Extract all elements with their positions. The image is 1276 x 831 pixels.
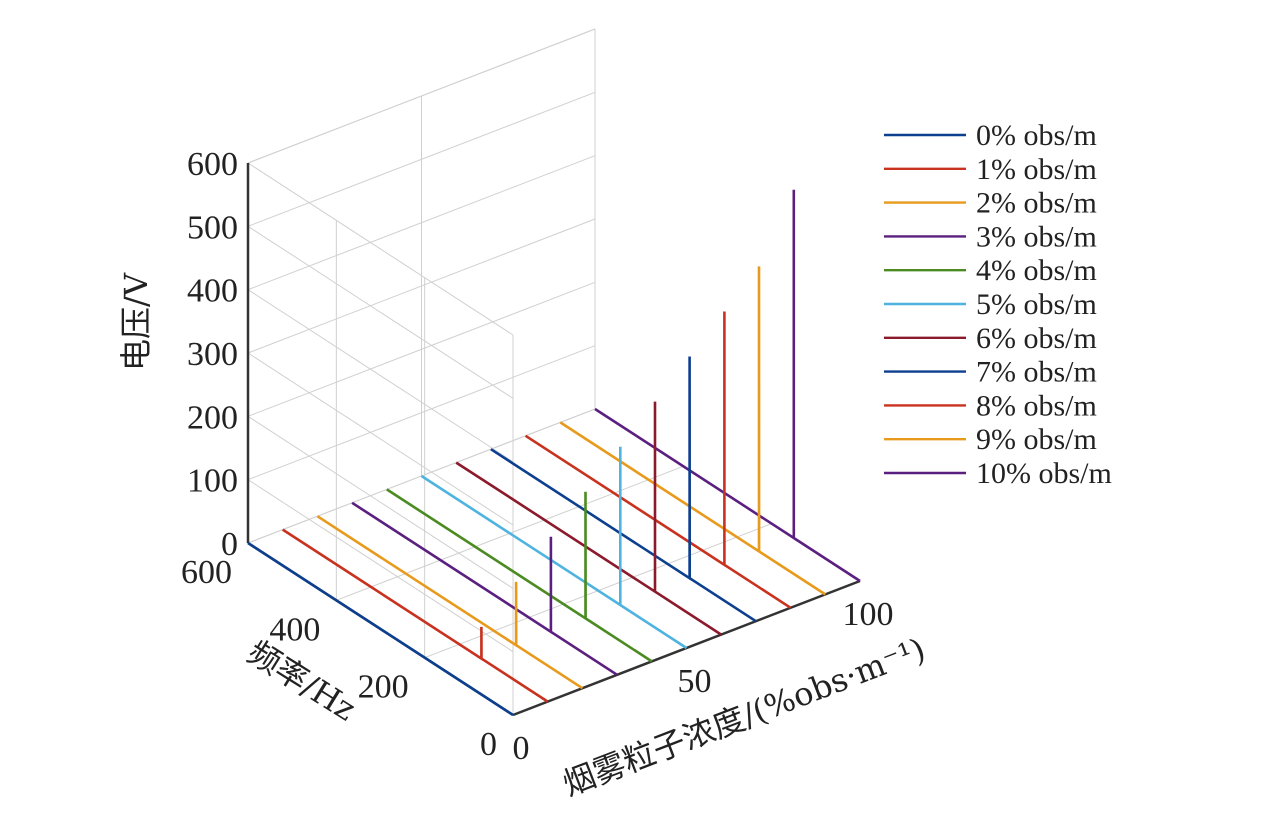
axis-frame (246, 163, 861, 717)
series-line (455, 401, 722, 636)
z-tick-label: 100 (187, 463, 238, 500)
y-tick-labels: 0 50 100 (513, 596, 894, 767)
legend-label: 5% obs/m (976, 288, 1097, 321)
legend-label: 10% obs/m (976, 457, 1112, 490)
legend: 0% obs/m1% obs/m2% obs/m3% obs/m4% obs/m… (884, 119, 1112, 490)
series-line (316, 515, 584, 690)
series-line (559, 266, 827, 596)
grid-line (247, 415, 514, 589)
x-tick-label: 400 (269, 611, 320, 648)
x-tick-label: 0 (480, 726, 497, 763)
legend-label: 2% obs/m (976, 187, 1097, 220)
z-tick-label: 0 (221, 526, 238, 563)
x-tick-labels: 0 200 400 600 (181, 554, 497, 763)
z-tick-label: 300 (187, 336, 238, 373)
z-tick-label: 400 (187, 273, 238, 310)
legend-label: 7% obs/m (976, 356, 1097, 389)
series-line (524, 311, 792, 609)
grid-line (247, 289, 514, 463)
grid-line (247, 162, 514, 336)
frame-line (247, 28, 596, 164)
series-line (351, 501, 618, 676)
legend-label: 1% obs/m (976, 153, 1097, 186)
z-tick-label: 200 (187, 399, 238, 436)
grid-line (247, 352, 514, 526)
z-tick-label: 500 (187, 209, 238, 246)
z-tick-label: 600 (187, 146, 238, 183)
legend-label: 6% obs/m (976, 322, 1097, 355)
series-line (420, 446, 688, 650)
series-line (490, 356, 757, 623)
grid-line (247, 225, 514, 399)
series-layer (247, 189, 861, 717)
z-axis-label: 电压/V (117, 272, 155, 371)
x-tick-label: 200 (358, 669, 409, 706)
y-tick-label: 100 (843, 596, 894, 633)
legend-label: 4% obs/m (976, 254, 1097, 287)
series-line (386, 488, 653, 663)
legend-label: 9% obs/m (976, 423, 1097, 456)
series-line (594, 189, 861, 583)
y-axis-label: 烟雾粒子浓度/(%obs·m⁻¹) (558, 630, 931, 803)
series-line (247, 541, 514, 717)
y-tick-label: 0 (513, 730, 530, 767)
legend-label: 0% obs/m (976, 119, 1097, 152)
y-tick-label: 50 (678, 663, 712, 700)
x-tick-label: 600 (181, 554, 232, 591)
grid-layer (247, 28, 861, 716)
z-tick-labels: 0 100 200 300 400 500 600 (187, 146, 238, 563)
legend-label: 8% obs/m (976, 389, 1097, 422)
series-line (281, 528, 549, 703)
grid-line (247, 479, 514, 653)
legend-label: 3% obs/m (976, 220, 1097, 253)
